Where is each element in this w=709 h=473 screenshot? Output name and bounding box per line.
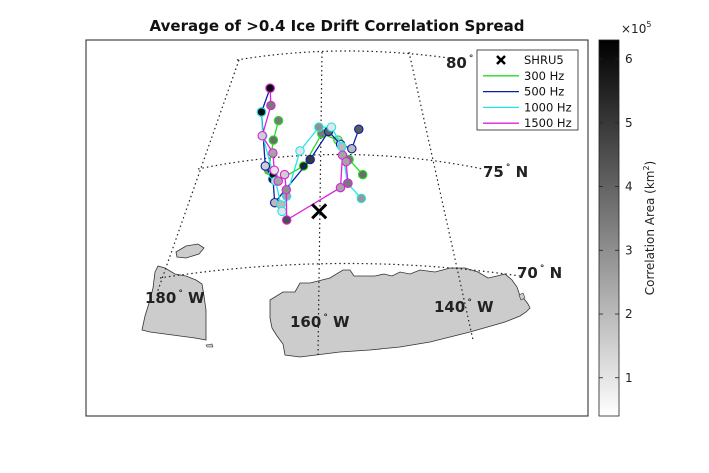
series-point-1500-hz xyxy=(281,215,292,225)
lon-label-180-degree: ° xyxy=(178,289,183,299)
series-point-1000-hz xyxy=(314,122,324,132)
land-islet xyxy=(205,343,214,348)
legend-500-hz-label: 500 Hz xyxy=(524,85,564,99)
colorbar-tick-label-6: 6 xyxy=(625,52,633,66)
lon-label-180: 180 ° W xyxy=(145,289,205,307)
parallel-70 xyxy=(159,262,521,279)
series-point-1500-hz xyxy=(268,148,278,158)
series-point-1000-hz xyxy=(356,193,367,204)
lon-label-160: 160 ° W xyxy=(290,313,350,331)
colorbar-tick-label-3: 3 xyxy=(625,243,633,257)
land-alaska xyxy=(269,267,531,358)
series-point-300-hz xyxy=(298,161,309,171)
series-point-1000-hz xyxy=(337,141,347,152)
lat-label-75-value: 75 xyxy=(483,163,504,181)
series-point-1500-hz xyxy=(265,83,275,93)
lon-label-180-suffix: W xyxy=(183,289,205,307)
meridian-160 xyxy=(317,51,323,357)
series-point-1500-hz xyxy=(279,169,290,180)
lon-label-160-degree: ° xyxy=(323,313,328,323)
series-point-1500-hz xyxy=(269,165,280,176)
figure-title: Average of >0.4 Ice Drift Correlation Sp… xyxy=(150,17,525,35)
colorbar-multiplier: ×105 xyxy=(621,20,651,36)
lon-label-140-degree: ° xyxy=(467,298,472,308)
parallel-75 xyxy=(197,153,484,170)
series-point-1500-hz xyxy=(335,182,346,193)
colorbar-ticks: 1 2 3 4 5 6 xyxy=(599,52,633,385)
land-wrangel-island xyxy=(175,243,205,259)
lat-label-70-suffix: N xyxy=(544,264,562,282)
map-area xyxy=(141,50,531,358)
lat-label-80-degree: ° xyxy=(469,54,474,64)
series-point-500-hz xyxy=(260,161,271,171)
colorbar-multiplier-base: ×10 xyxy=(621,22,646,36)
drift-series xyxy=(256,83,368,225)
legend-box xyxy=(476,49,579,131)
colorbar-label-text: Correlation Area (km xyxy=(643,171,657,296)
lon-label-160-value: 160 xyxy=(290,313,321,331)
colorbar-gradient xyxy=(598,39,620,417)
colorbar-label: Correlation Area (km2) xyxy=(642,161,657,296)
land-islet-east xyxy=(518,292,526,301)
series-point-300-hz xyxy=(268,135,279,145)
lat-label-75-degree: ° xyxy=(506,163,511,173)
series-point-300-hz xyxy=(273,115,284,126)
lat-label-80: 80 ° xyxy=(446,54,473,72)
colorbar-tick-label-4: 4 xyxy=(625,180,633,194)
series-point-1500-hz xyxy=(257,131,267,141)
colorbar-tick-label-2: 2 xyxy=(625,307,633,321)
colorbar-tick-label-1: 1 xyxy=(625,371,633,385)
series-point-1500-hz xyxy=(266,100,276,111)
colorbar-label-sup: 2 xyxy=(642,165,651,170)
parallel-80 xyxy=(236,50,450,61)
series-point-300-hz xyxy=(357,169,368,180)
lon-label-180-value: 180 xyxy=(145,289,176,307)
lon-label-140-suffix: W xyxy=(472,298,494,316)
lon-label-140: 140 ° W xyxy=(434,298,494,316)
meridian-180 xyxy=(156,59,240,294)
lat-label-70-degree: ° xyxy=(540,264,545,274)
land-chukotka xyxy=(141,265,207,341)
colorbar-label-close: ) xyxy=(643,161,657,166)
legend-1500-hz-label: 1500 Hz xyxy=(524,116,572,130)
colorbar-multiplier-exp: 5 xyxy=(646,20,651,29)
series-point-500-hz xyxy=(347,143,357,154)
series-point-500-hz xyxy=(305,154,315,165)
series-point-1000-hz xyxy=(256,107,267,117)
series-point-500-hz xyxy=(354,124,364,135)
series-point-1000-hz xyxy=(295,146,305,156)
lat-label-75-suffix: N xyxy=(510,163,528,181)
lat-label-80-value: 80 xyxy=(446,54,467,72)
colorbar-tick-label-5: 5 xyxy=(625,116,633,130)
lat-label-75: 75 ° N xyxy=(483,163,528,181)
series-point-1500-hz xyxy=(343,178,353,189)
lon-label-160-suffix: W xyxy=(328,313,350,331)
series-point-1500-hz xyxy=(341,156,351,167)
series-point-1000-hz xyxy=(326,122,337,132)
lon-label-140-value: 140 xyxy=(434,298,465,316)
lat-label-70-value: 70 xyxy=(517,264,538,282)
lat-label-70: 70 ° N xyxy=(517,264,562,282)
series-point-1500-hz xyxy=(273,176,283,186)
legend-300-hz-label: 300 Hz xyxy=(524,69,564,83)
shru5-marker xyxy=(311,203,328,220)
legend-1000-hz-label: 1000 Hz xyxy=(524,100,572,114)
series-point-1000-hz xyxy=(277,206,287,217)
legend-shru5-symbol-b xyxy=(496,55,506,65)
legend-shru5-label: SHRU5 xyxy=(524,53,564,67)
series-point-1500-hz xyxy=(281,185,292,195)
